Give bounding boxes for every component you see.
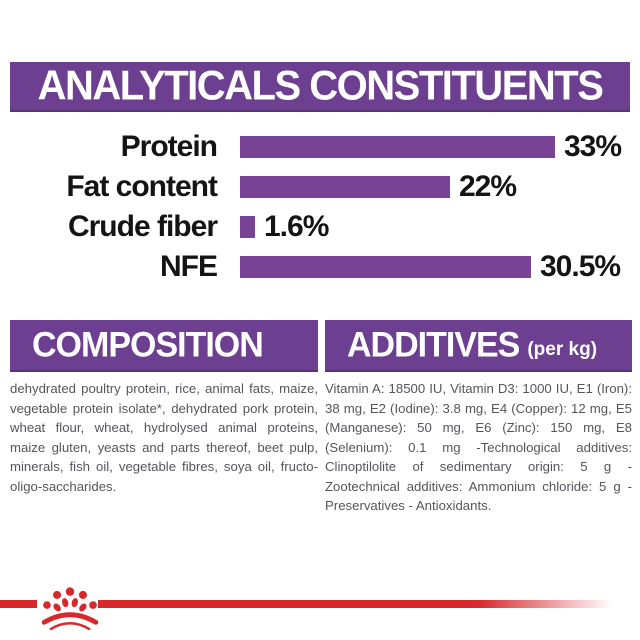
brand-line-right xyxy=(98,600,640,608)
additives-title-suffix: (per kg) xyxy=(527,339,598,360)
chart-bar xyxy=(240,176,450,198)
chart-category-label: Protein xyxy=(120,130,218,163)
chart-row: Protein 33% xyxy=(0,130,640,163)
chart-bar xyxy=(240,256,531,278)
chart-category-label: NFE xyxy=(160,250,218,283)
chart-category-label: Crude fiber xyxy=(67,210,218,243)
brand-line-left xyxy=(0,600,37,608)
additives-section: ADDITIVES (per kg) Vitamin A: 18500 IU, … xyxy=(325,320,632,516)
composition-title: COMPOSITION xyxy=(32,324,264,365)
chart-value-label: 30.5% xyxy=(540,250,621,283)
additives-banner: ADDITIVES (per kg) xyxy=(325,320,632,372)
chart-category-label: Fat content xyxy=(66,170,218,203)
chart-value-label: 1.6% xyxy=(264,210,329,243)
analytical-constituents-title: ANALYTICALS CONSTITUENTS xyxy=(37,62,604,109)
chart-row: Fat content 22% xyxy=(0,170,640,203)
chart-row: NFE 30.5% xyxy=(0,250,640,283)
chart-value-label: 33% xyxy=(564,130,622,163)
chart-bar xyxy=(240,216,255,238)
composition-text: dehydrated poultry protein, rice, animal… xyxy=(10,381,318,494)
additives-title: ADDITIVES xyxy=(347,324,520,365)
royal-canin-crown-icon xyxy=(41,587,99,630)
chart-value-label: 22% xyxy=(459,170,517,203)
chart-row: Crude fiber 1.6% xyxy=(0,210,640,243)
chart-bar xyxy=(240,136,555,158)
composition-banner: COMPOSITION xyxy=(10,320,318,372)
analytical-constituents-banner: ANALYTICALS CONSTITUENTS xyxy=(10,62,630,112)
bar-chart: Protein 33% Fat content 22% Crude fiber 1.6% N… xyxy=(0,130,640,296)
composition-section: COMPOSITION dehydrated poultry protein, … xyxy=(10,320,318,496)
additives-text: Vitamin A: 18500 IU, Vitamin D3: 1000 IU… xyxy=(325,381,632,513)
